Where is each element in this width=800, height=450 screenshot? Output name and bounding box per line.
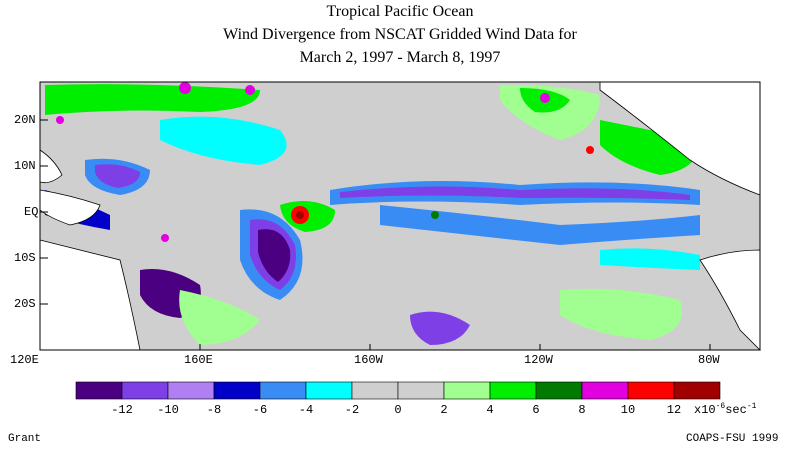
colorbar-swatch bbox=[75, 381, 123, 400]
title-line-2: Wind Divergence from NSCAT Gridded Wind … bbox=[223, 26, 577, 43]
lon-label-120e: 120E bbox=[10, 353, 39, 367]
colorbar-swatch bbox=[489, 381, 537, 400]
colorbar-units: x10-6sec-1 bbox=[694, 402, 757, 417]
land-new-guinea bbox=[39, 189, 101, 226]
colorbar-tick-label: -10 bbox=[157, 403, 179, 417]
footer-credit: COAPS-FSU 1999 bbox=[686, 433, 779, 445]
colorbar-swatch bbox=[397, 381, 445, 400]
lon-label-160e: 160E bbox=[184, 353, 213, 367]
lon-label-120w: 120W bbox=[524, 353, 553, 367]
colorbar-tick-label: -8 bbox=[206, 403, 222, 417]
land-philippines bbox=[39, 149, 63, 184]
colorbar-swatch bbox=[259, 381, 307, 400]
lat-label-10s: 10S bbox=[14, 251, 36, 265]
lat-label-10n: 10N bbox=[14, 159, 36, 173]
colorbar-tick-label: -2 bbox=[344, 403, 360, 417]
colorbar-tick-label: 10 bbox=[620, 403, 636, 417]
colorbar-tick-label: -12 bbox=[111, 403, 133, 417]
colorbar-swatch bbox=[627, 381, 675, 400]
divergence-map bbox=[39, 81, 761, 351]
title-line-3: March 2, 1997 - March 8, 1997 bbox=[299, 49, 501, 66]
colorbar-tick-label: 4 bbox=[486, 403, 494, 417]
colorbar-tick-label: -6 bbox=[252, 403, 268, 417]
lat-label-20s: 20S bbox=[14, 297, 36, 311]
lat-label-eq: EQ bbox=[24, 205, 39, 219]
lon-label-80w: 80W bbox=[698, 353, 720, 367]
colorbar-tick-label: 6 bbox=[532, 403, 540, 417]
colorbar-tick-label: 2 bbox=[440, 403, 448, 417]
colorbar-swatch bbox=[535, 381, 583, 400]
colorbar-swatch bbox=[167, 381, 215, 400]
colorbar-tick-label: 0 bbox=[394, 403, 402, 417]
colorbar-swatch bbox=[581, 381, 629, 400]
title-line-1: Tropical Pacific Ocean bbox=[326, 3, 474, 20]
graticule-ticks bbox=[40, 119, 711, 350]
colorbar-tick-label: 8 bbox=[578, 403, 586, 417]
land-south-america bbox=[699, 249, 761, 351]
colorbar-swatch bbox=[351, 381, 399, 400]
lon-label-160w: 160W bbox=[354, 353, 383, 367]
colorbar bbox=[75, 381, 721, 400]
map-border bbox=[39, 81, 761, 351]
footer-author: Grant bbox=[8, 433, 42, 445]
lat-label-20n: 20N bbox=[14, 113, 36, 127]
colorbar-swatch bbox=[121, 381, 169, 400]
land-masses bbox=[39, 81, 761, 351]
colorbar-tick-label: 12 bbox=[666, 403, 682, 417]
colorbar-tick-label: -4 bbox=[298, 403, 314, 417]
colorbar-swatch bbox=[673, 381, 721, 400]
colorbar-swatch bbox=[213, 381, 261, 400]
convergence-zones bbox=[45, 116, 700, 345]
colorbar-swatch bbox=[305, 381, 353, 400]
land-central-america bbox=[599, 81, 761, 196]
divergence-zones bbox=[45, 82, 747, 345]
land-australia bbox=[39, 239, 141, 351]
colorbar-swatch bbox=[443, 381, 491, 400]
